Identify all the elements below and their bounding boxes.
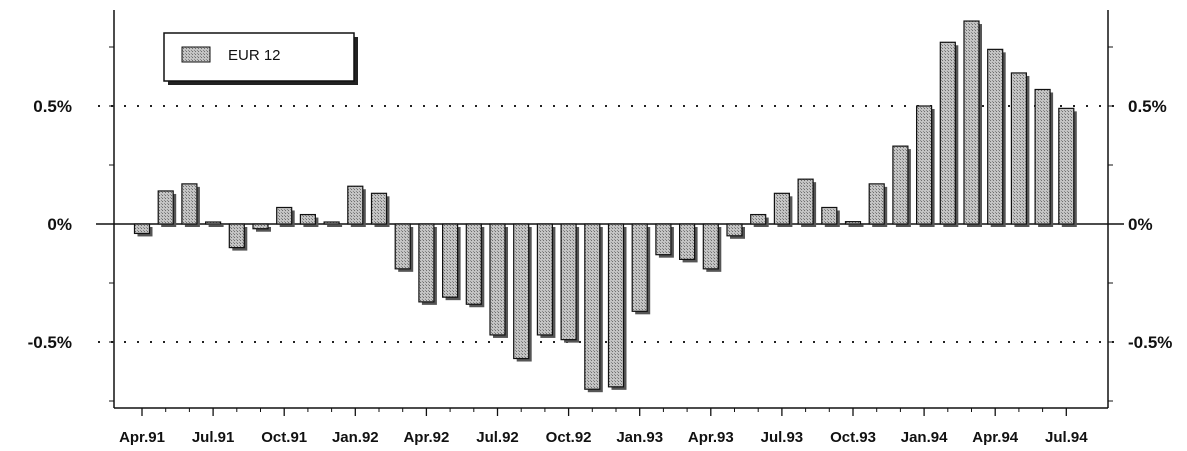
bar (963, 20, 980, 225)
x-tick-label: Jul.91 (192, 429, 235, 446)
x-tick-label: Apr.92 (403, 429, 449, 446)
bar (370, 192, 388, 225)
y-tick-label-right: 0.5% (1128, 97, 1167, 116)
bar (536, 223, 554, 336)
bar (181, 183, 198, 225)
x-tick-label: Apr.94 (972, 429, 1019, 446)
x-tick-label: Oct.92 (546, 429, 592, 446)
bar (773, 192, 791, 225)
bar (489, 223, 506, 336)
x-tick-label: Jan.94 (901, 429, 948, 446)
y-tick-label-right: -0.5% (1128, 333, 1172, 352)
tick-labels: 0.5% 0.5% 0% 0% -0.5% -0.5% Apr.91 Jul.91 Oct.91… (28, 97, 1173, 446)
y-tick-label-left: -0.5% (28, 333, 72, 352)
bar-shadow (848, 224, 864, 227)
bar (987, 48, 1004, 225)
x-tick-label: Jul.92 (476, 429, 519, 446)
x-tick-label: Jan.92 (332, 429, 379, 446)
bar (560, 223, 577, 341)
bar (1010, 72, 1028, 225)
bar (299, 213, 316, 225)
y-tick-label-left: 0% (47, 215, 72, 234)
x-tick-label: Jul.94 (1045, 429, 1088, 446)
bar (252, 223, 269, 230)
x-tick-label: Jul.93 (761, 429, 804, 446)
bar (678, 223, 696, 261)
bar-shadow (327, 225, 343, 227)
bar (655, 223, 672, 256)
x-tick-label: Apr.91 (119, 429, 165, 446)
bars (133, 20, 1077, 393)
bar (276, 206, 293, 225)
bar (205, 221, 222, 225)
legend-label: EUR 12 (228, 47, 281, 64)
x-tick-label: Oct.91 (261, 429, 307, 446)
bar (513, 223, 530, 360)
bar (418, 223, 435, 303)
bar (821, 206, 838, 225)
bar (892, 145, 909, 225)
bar (465, 223, 482, 305)
bar (133, 223, 151, 235)
bar (1034, 88, 1051, 225)
bar (394, 223, 411, 270)
y-tick-label-left: 0.5% (33, 97, 72, 116)
bar (726, 223, 743, 237)
bar (228, 223, 245, 249)
bar (844, 221, 862, 225)
legend-swatch (181, 46, 211, 63)
bar (631, 223, 648, 312)
bar (157, 190, 174, 225)
bar-shadow (256, 227, 271, 232)
grid-lines (98, 105, 1122, 343)
bar-shadow (208, 225, 224, 227)
bar (702, 223, 719, 270)
x-tick-label: Oct.93 (830, 429, 876, 446)
bar (347, 185, 364, 225)
bar (1058, 107, 1075, 225)
bar (797, 178, 814, 225)
bar (939, 41, 956, 225)
y-tick-label-right: 0% (1128, 215, 1153, 234)
legend: EUR 12 (163, 32, 358, 85)
bar (323, 221, 340, 225)
bar (750, 213, 767, 225)
x-tick-label: Apr.93 (688, 429, 734, 446)
bar (915, 105, 933, 225)
bar (868, 183, 885, 225)
bar (442, 223, 459, 298)
bar (584, 223, 601, 390)
x-tick-label: Jan.93 (616, 429, 663, 446)
bar (607, 223, 625, 388)
